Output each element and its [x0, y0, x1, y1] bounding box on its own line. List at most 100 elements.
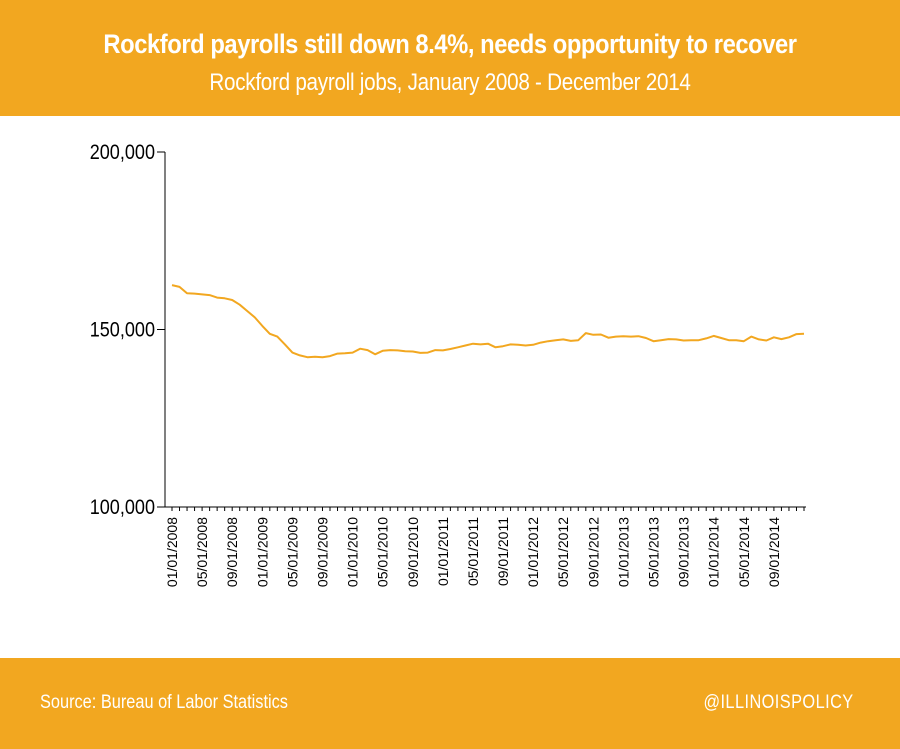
x-tick-label: 01/01/2013 [615, 517, 631, 587]
x-tick-label: 05/01/2012 [555, 517, 571, 587]
data-point [359, 348, 361, 350]
data-point [276, 336, 278, 338]
x-tick-label: 09/01/2009 [314, 517, 330, 587]
data-point [645, 337, 647, 339]
data-point [690, 339, 692, 341]
data-point [337, 353, 339, 355]
data-point [374, 353, 376, 355]
data-point [382, 350, 384, 352]
data-point [622, 335, 624, 337]
data-point [412, 351, 414, 353]
data-point [683, 340, 685, 342]
data-point [788, 336, 790, 338]
data-point [419, 352, 421, 354]
data-point [495, 346, 497, 348]
data-point [502, 345, 504, 347]
data-point [246, 310, 248, 312]
chart-subtitle: Rockford payroll jobs, January 2008 - De… [209, 69, 691, 96]
data-point [517, 344, 519, 346]
data-point [261, 325, 263, 327]
data-point [449, 348, 451, 350]
y-tick-label: 150,000 [90, 318, 155, 342]
data-point [404, 350, 406, 352]
data-point [698, 339, 700, 341]
y-tick-label: 100,000 [90, 496, 155, 520]
data-point [773, 336, 775, 338]
chart-title: Rockford payrolls still down 8.4%, needs… [103, 29, 797, 59]
x-tick-label: 05/01/2010 [375, 517, 391, 587]
data-point [216, 297, 218, 299]
x-tick-label: 09/01/2013 [676, 517, 692, 587]
data-point [186, 292, 188, 294]
data-point [442, 349, 444, 351]
x-tick-label: 05/01/2008 [194, 517, 210, 587]
data-point [577, 339, 579, 341]
data-point [585, 332, 587, 334]
data-point [765, 340, 767, 342]
x-tick-label: 01/01/2008 [164, 517, 180, 587]
data-point [638, 335, 640, 337]
data-point [464, 345, 466, 347]
data-point [397, 349, 399, 351]
data-point [352, 352, 354, 354]
data-point [487, 343, 489, 345]
data-point [299, 354, 301, 356]
series-line-payroll-jobs [171, 284, 805, 359]
data-point [660, 339, 662, 341]
data-point [532, 344, 534, 346]
data-point [254, 316, 256, 318]
x-tick-label: 01/01/2010 [345, 517, 361, 587]
data-point [224, 297, 226, 299]
data-point [607, 337, 609, 339]
data-point [389, 349, 391, 351]
data-point [201, 293, 203, 295]
data-point [630, 336, 632, 338]
x-tick-label: 01/01/2012 [525, 517, 541, 587]
data-point [194, 293, 196, 295]
y-tick-label: 200,000 [90, 141, 155, 165]
data-point [720, 337, 722, 339]
data-point [735, 339, 737, 341]
x-tick-label: 09/01/2014 [766, 517, 782, 587]
x-tick-label: 09/01/2011 [495, 517, 511, 586]
data-point [668, 338, 670, 340]
data-point [570, 340, 572, 342]
data-point [239, 304, 241, 306]
data-point [367, 349, 369, 351]
source-note: Source: Bureau of Labor Statistics [40, 692, 288, 713]
data-point [547, 340, 549, 342]
data-point [743, 340, 745, 342]
data-point [480, 343, 482, 345]
data-point [306, 356, 308, 358]
data-point [291, 352, 293, 354]
chart-header: Rockford payrolls still down 8.4%, needs… [0, 0, 900, 116]
x-tick-label: 09/01/2010 [405, 517, 421, 587]
x-tick-label: 01/01/2011 [435, 517, 451, 586]
data-point [179, 286, 181, 288]
data-point [653, 340, 655, 342]
data-point [171, 284, 173, 286]
data-point [540, 342, 542, 344]
data-point [780, 338, 782, 340]
x-tick-label: 05/01/2011 [465, 517, 481, 586]
data-point [457, 346, 459, 348]
data-point [472, 343, 474, 345]
x-tick-label: 09/01/2008 [224, 517, 240, 587]
data-point [592, 334, 594, 336]
data-point [555, 339, 557, 341]
data-point [314, 356, 316, 358]
data-point [329, 355, 331, 357]
data-point [750, 336, 752, 338]
data-point [675, 338, 677, 340]
data-point [269, 333, 271, 335]
data-point [562, 338, 564, 340]
x-tick-label: 05/01/2014 [736, 517, 752, 587]
data-point [344, 352, 346, 354]
data-point [796, 333, 798, 335]
data-point [615, 336, 617, 338]
data-point [284, 343, 286, 345]
x-tick-label: 05/01/2013 [646, 517, 662, 587]
data-point [427, 352, 429, 354]
data-point [758, 338, 760, 340]
chart-footer: Source: Bureau of Labor Statistics @ILLI… [0, 658, 900, 749]
